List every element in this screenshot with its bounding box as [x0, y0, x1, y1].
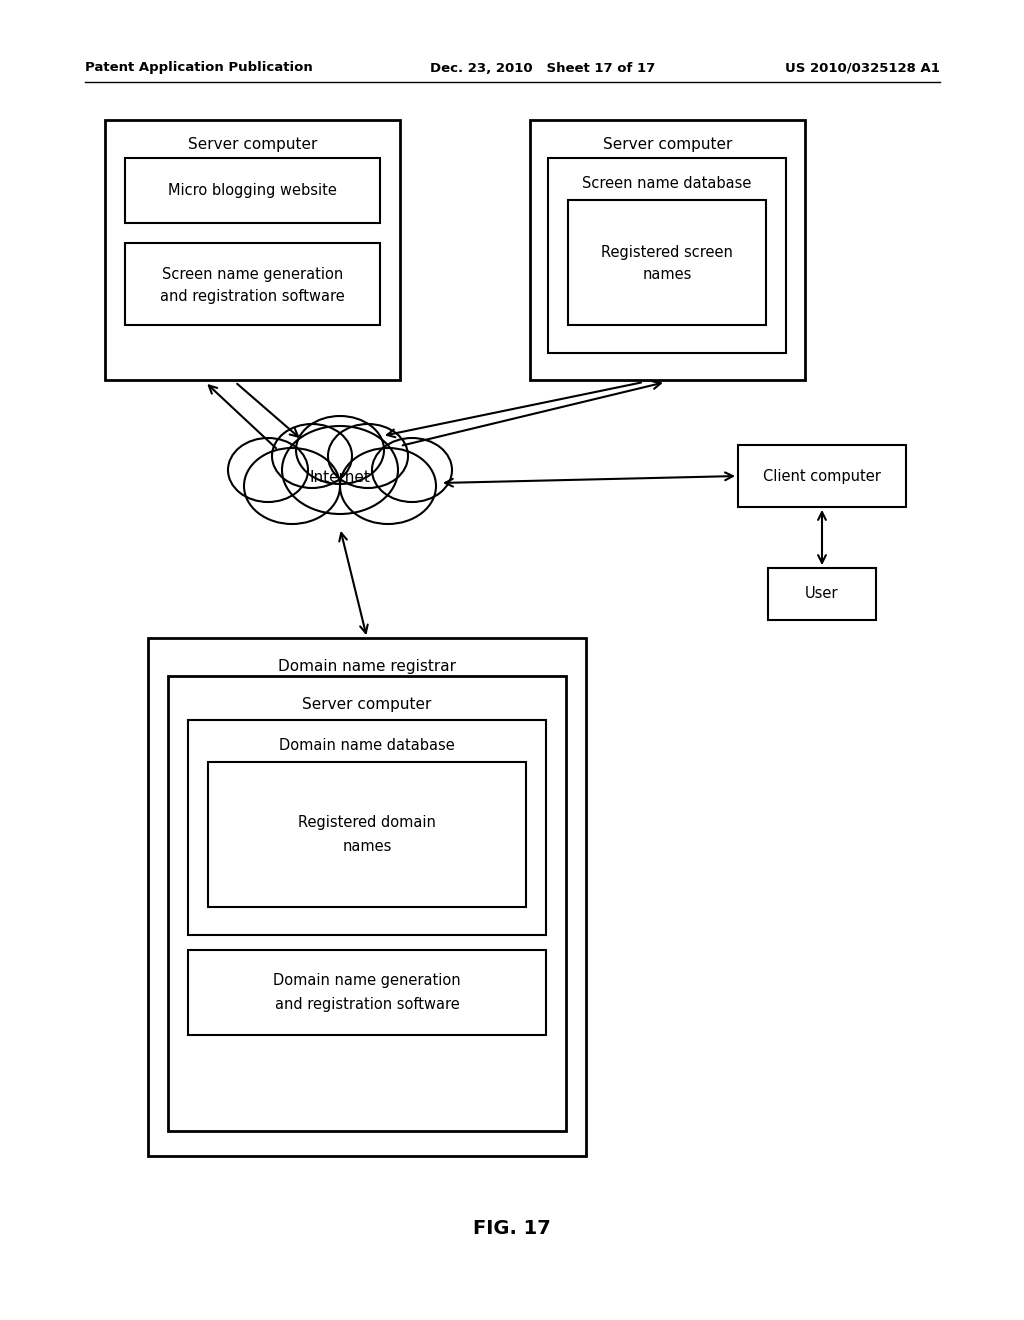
Text: User: User	[805, 586, 839, 602]
FancyBboxPatch shape	[768, 568, 876, 620]
Text: Screen name database: Screen name database	[583, 176, 752, 190]
Text: Micro blogging website: Micro blogging website	[168, 183, 337, 198]
Text: Patent Application Publication: Patent Application Publication	[85, 62, 312, 74]
FancyBboxPatch shape	[125, 243, 380, 325]
FancyBboxPatch shape	[548, 158, 786, 352]
Text: Registered screen: Registered screen	[601, 246, 733, 260]
Ellipse shape	[340, 447, 436, 524]
Text: FIG. 17: FIG. 17	[473, 1218, 551, 1238]
FancyBboxPatch shape	[208, 762, 526, 907]
Ellipse shape	[244, 447, 340, 524]
Ellipse shape	[272, 424, 352, 488]
Text: and registration software: and registration software	[274, 997, 460, 1012]
Text: Server computer: Server computer	[603, 137, 732, 153]
Text: Registered domain: Registered domain	[298, 814, 436, 830]
FancyBboxPatch shape	[530, 120, 805, 380]
Text: US 2010/0325128 A1: US 2010/0325128 A1	[785, 62, 940, 74]
Text: Internet: Internet	[309, 470, 371, 486]
FancyBboxPatch shape	[568, 201, 766, 325]
Text: Domain name database: Domain name database	[280, 738, 455, 752]
Text: Client computer: Client computer	[763, 469, 881, 483]
FancyBboxPatch shape	[188, 950, 546, 1035]
Text: Domain name generation: Domain name generation	[273, 973, 461, 987]
Text: names: names	[642, 267, 691, 282]
Text: names: names	[342, 840, 392, 854]
Ellipse shape	[296, 416, 384, 484]
Text: Server computer: Server computer	[302, 697, 432, 711]
FancyBboxPatch shape	[738, 445, 906, 507]
Text: Dec. 23, 2010   Sheet 17 of 17: Dec. 23, 2010 Sheet 17 of 17	[430, 62, 655, 74]
FancyBboxPatch shape	[188, 719, 546, 935]
FancyBboxPatch shape	[125, 158, 380, 223]
Ellipse shape	[372, 438, 452, 502]
Ellipse shape	[282, 426, 398, 513]
FancyBboxPatch shape	[148, 638, 586, 1156]
FancyBboxPatch shape	[105, 120, 400, 380]
Text: and registration software: and registration software	[160, 289, 345, 304]
Ellipse shape	[228, 438, 308, 502]
Text: Screen name generation: Screen name generation	[162, 267, 343, 281]
Text: Domain name registrar: Domain name registrar	[278, 659, 456, 673]
FancyBboxPatch shape	[168, 676, 566, 1131]
Text: Server computer: Server computer	[187, 137, 317, 153]
Ellipse shape	[328, 424, 408, 488]
